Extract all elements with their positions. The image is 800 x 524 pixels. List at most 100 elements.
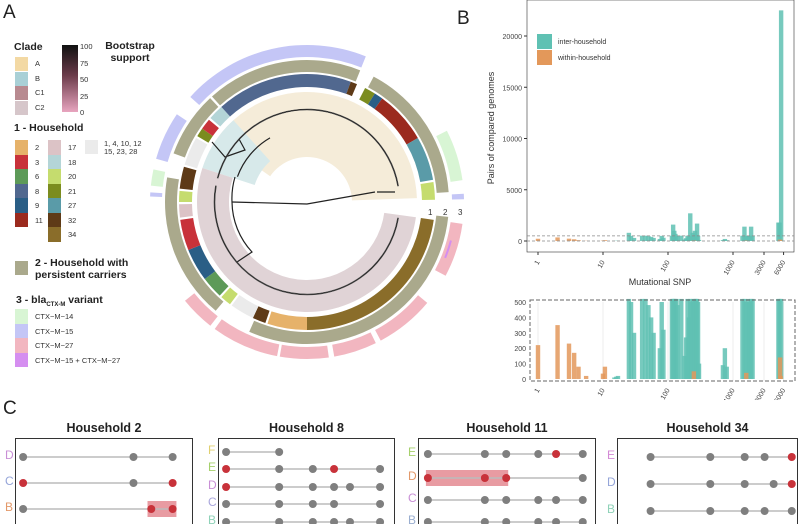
household-ring-segment: [204, 271, 229, 296]
bar-inter-household: [695, 235, 701, 241]
x-tick-label: 3000: [754, 259, 768, 276]
sample-dot: [275, 465, 284, 473]
household-ring-segment: [252, 306, 270, 324]
x-tick-label: 1: [534, 259, 542, 266]
inset-x-tick-label: 10: [597, 387, 607, 397]
variant-legend-title: 3 - blaCTX-M variant: [16, 294, 103, 308]
inset-bar-within-household: [535, 345, 541, 379]
patient-label: D: [607, 475, 616, 489]
variant-title-suffix: variant: [65, 294, 103, 306]
household-ring-segment: [221, 74, 351, 117]
sample-dot: [376, 518, 385, 524]
inset-bar-within-household: [583, 375, 589, 379]
household-swatch: [15, 140, 28, 155]
legend-swatch: [537, 34, 552, 49]
sample-dot: [376, 483, 385, 491]
inset-y-tick-label: 300: [514, 331, 526, 338]
household-label: 8: [35, 186, 40, 196]
household-ring-segment: [188, 245, 216, 280]
inset-bar-within-household: [571, 352, 577, 379]
bar-inter-household: [675, 236, 680, 241]
sample-dot: [308, 518, 317, 524]
y-tick-label: 20000: [503, 34, 523, 41]
inset-bar-inter-household: [724, 366, 729, 379]
leaf-arc: [213, 185, 399, 296]
sample-dot: [480, 496, 489, 504]
sample-dot: [222, 518, 231, 524]
clade-swatch: [15, 86, 28, 100]
household-ring-segment: [202, 119, 219, 137]
household-ring-segment: [359, 87, 375, 105]
sample-dot: [534, 518, 543, 524]
bootstrap-tick: 50: [80, 75, 89, 84]
positive-sample-dot: [330, 465, 339, 473]
sample-dot: [706, 453, 715, 461]
variant-swatch: [15, 309, 28, 324]
household-swatch: [48, 183, 61, 198]
household-swatch: [48, 154, 61, 169]
bar-inter-household: [778, 10, 784, 241]
household-label: 34: [68, 230, 77, 239]
main-plot-area: [526, 0, 795, 253]
sample-dot: [275, 448, 284, 456]
persistent-ring-segment: [165, 177, 224, 311]
legend-label: within-household: [557, 55, 611, 62]
variant-ring-segment: [332, 332, 376, 357]
sample-dot: [330, 500, 339, 508]
timeline-svg: [19, 453, 177, 517]
inset-bar-inter-household: [679, 298, 684, 379]
sample-dot: [760, 507, 769, 515]
sample-dot: [129, 453, 138, 461]
household-label: 11: [35, 215, 43, 225]
variant-ring-segment: [279, 344, 329, 359]
household-ring-segment: [179, 190, 193, 202]
positive-sample-dot: [480, 474, 489, 482]
sample-dot: [423, 496, 432, 504]
household-label: 32: [68, 215, 77, 225]
inset-bar-inter-household: [615, 375, 621, 379]
bar-inter-household: [724, 240, 729, 241]
persistent-legend-title: 2 - Household with persistent carriers: [35, 257, 128, 281]
sample-dot: [480, 518, 489, 524]
inset-x-tick-label: 1: [534, 387, 542, 394]
ring-number-label: 2: [443, 208, 448, 217]
sample-dot: [502, 450, 511, 458]
inset-bar-inter-household: [639, 298, 645, 379]
x-tick-label: 1000: [723, 259, 737, 276]
household-ring-segment: [367, 93, 383, 109]
sample-dot: [578, 496, 587, 504]
bar-inter-household: [690, 232, 695, 241]
bootstrap-tick: 25: [80, 91, 89, 101]
inset-bar-inter-household: [661, 329, 666, 379]
variant-ring-segment: [150, 169, 166, 187]
bootstrap-legend-title: Bootstrap support: [105, 40, 155, 64]
inset-y-tick-label: 100: [514, 362, 526, 369]
bar-within-household: [535, 238, 541, 241]
bar-inter-household: [661, 237, 666, 241]
bar-inter-household: [694, 223, 700, 241]
household-swatch: [48, 169, 61, 184]
positive-sample-dot: [222, 483, 231, 491]
x-tick-label: 100: [660, 259, 672, 273]
household-swatch: [15, 212, 28, 227]
inset-bar-inter-household: [643, 298, 648, 379]
inset-y-tick-label: 500: [514, 300, 526, 307]
household-swatch: [48, 140, 61, 155]
inset-bar-within-household: [691, 371, 697, 379]
patient-label: C: [5, 474, 14, 488]
sample-dot: [308, 500, 317, 508]
household-ring-segment: [307, 218, 434, 330]
household-swatch: [15, 154, 28, 169]
variant-title-prefix: 3 - bla: [16, 294, 47, 306]
bar-inter-household: [639, 235, 645, 241]
ring-number-label: 1: [428, 208, 433, 217]
y-tick-label: 10000: [503, 137, 523, 144]
circular-phylogeny: 1 2 3: [150, 45, 464, 359]
household-panel: [418, 438, 596, 524]
patient-label: E: [607, 448, 616, 462]
legend-label: inter-household: [558, 39, 606, 46]
bar-inter-household: [646, 236, 651, 241]
inset-bar-within-household: [576, 366, 581, 379]
inset-bar-inter-household: [696, 363, 702, 379]
x-tick-label: 10: [597, 259, 607, 269]
